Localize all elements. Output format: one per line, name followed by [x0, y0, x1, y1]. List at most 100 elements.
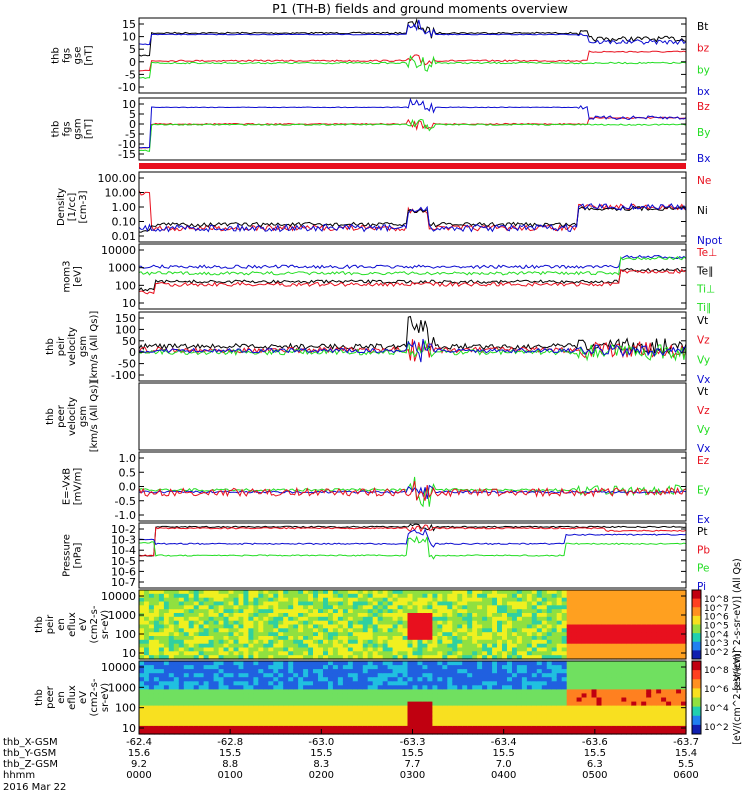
heatmap-cell [328, 643, 334, 649]
heatmap-cell [566, 628, 573, 633]
heatmap-cell [337, 685, 344, 690]
heatmap-cell [233, 624, 240, 629]
heatmap-cell [258, 673, 264, 678]
heatmap-cell [536, 677, 543, 682]
heatmap-cell [482, 601, 488, 606]
heatmap-cell [417, 655, 424, 660]
heatmap-cell [188, 709, 195, 715]
heatmap-cell [646, 647, 652, 652]
heatmap-cell [342, 729, 349, 735]
heatmap-cell [253, 593, 259, 599]
heatmap-cell [223, 620, 230, 626]
heatmap-cell [298, 609, 304, 614]
heatmap-cell [651, 705, 657, 711]
heatmap-cell [536, 590, 543, 595]
heatmap-cell [566, 681, 573, 686]
heatmap-cell [576, 620, 583, 626]
heatmap-cell [526, 709, 533, 715]
heatmap-cell [641, 717, 647, 723]
heatmap-cell [163, 613, 170, 618]
heatmap-cell [526, 689, 533, 695]
heatmap-cell [163, 597, 170, 603]
heatmap-cell [208, 729, 215, 735]
heatmap-cell [656, 709, 662, 715]
heatmap-cell [352, 689, 359, 695]
heatmap-cell [621, 713, 627, 719]
heatmap-cell [397, 651, 404, 656]
heatmap-cell [492, 705, 498, 711]
heatmap-cell [144, 689, 150, 695]
heatmap-cell [447, 593, 453, 599]
heatmap-cell [666, 616, 672, 622]
heatmap-cell [437, 593, 443, 599]
heatmap-cell [497, 705, 503, 711]
heatmap-cell [248, 681, 254, 686]
heatmap-cell [238, 616, 245, 622]
heatmap-cell [298, 624, 304, 629]
heatmap-cell [183, 643, 190, 649]
heatmap-cell [656, 661, 662, 666]
heatmap-cell [497, 693, 503, 699]
heatmap-cell [546, 693, 553, 699]
heatmap-cell [586, 643, 593, 649]
heatmap-cell [566, 643, 573, 649]
heatmap-cell [596, 628, 603, 633]
panel-frame [138, 311, 687, 382]
heatmap-cell [168, 729, 175, 735]
heatmap-cell [442, 669, 448, 674]
heatmap-cell [452, 597, 458, 603]
heatmap-cell [561, 616, 568, 622]
heatmap-cell [556, 655, 563, 660]
heatmap-cell [308, 601, 314, 606]
heatmap-cell [676, 647, 682, 652]
heatmap-cell [218, 639, 225, 645]
heatmap-cell [561, 721, 568, 727]
heatmap-cell [512, 655, 518, 660]
heatmap-cell [298, 697, 304, 703]
heatmap-cell [203, 651, 210, 656]
heatmap-cell [342, 639, 349, 645]
heatmap-cell [238, 661, 245, 666]
heatmap-cell [188, 624, 195, 629]
series-line [138, 50, 687, 72]
heatmap-cell [387, 713, 394, 719]
legend-entry: Bt [697, 21, 708, 33]
series-line [138, 480, 687, 501]
heatmap-cell [213, 693, 220, 699]
heatmap-cell [352, 661, 359, 666]
colorbar-cell [692, 633, 701, 643]
heatmap-cell [676, 717, 682, 723]
heatmap-cell [357, 620, 364, 626]
heatmap-cell [288, 651, 294, 656]
heatmap-cell [432, 725, 438, 731]
heatmap-cell [323, 643, 329, 649]
heatmap-cell [571, 643, 578, 649]
heatmap-cell [303, 701, 309, 707]
heatmap-cell [497, 643, 503, 649]
heatmap-cell [531, 725, 538, 731]
heatmap-cell [328, 693, 334, 699]
heatmap-cell [318, 655, 324, 660]
heatmap-cell [163, 725, 170, 731]
heatmap-cell [576, 705, 583, 711]
ytick-label: 10-2 [111, 523, 136, 536]
heatmap-cell [641, 613, 647, 618]
heatmap-cell [417, 639, 424, 645]
heatmap-cell [507, 717, 513, 723]
heatmap-cell [382, 624, 389, 629]
heatmap-cell [233, 613, 240, 618]
heatmap-cell [208, 669, 215, 674]
heatmap-cell [173, 709, 180, 715]
heatmap-cell [417, 601, 424, 606]
heatmap-cell [566, 693, 573, 699]
heatmap-cell [447, 661, 453, 666]
heatmap-cell [467, 681, 473, 686]
heatmap-cell [581, 609, 588, 614]
heatmap-cell [621, 613, 627, 618]
heatmap-cell [372, 643, 379, 649]
heatmap-cell [531, 651, 538, 656]
heatmap-cell [153, 590, 160, 595]
heatmap-cell [238, 677, 245, 682]
heatmap-cell [541, 636, 548, 641]
heatmap-cell [566, 632, 573, 637]
